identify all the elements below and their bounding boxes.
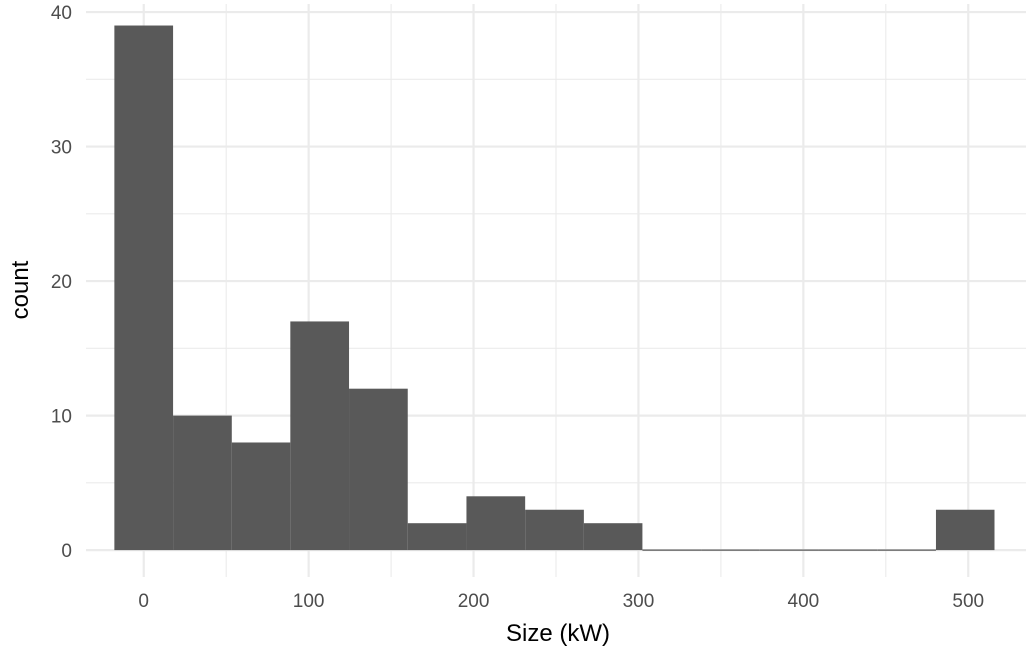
y-tick-label: 20 [51, 272, 72, 293]
x-tick-label: 500 [952, 591, 984, 612]
histogram-bar [349, 388, 408, 551]
histogram-bar [407, 523, 467, 551]
y-tick-label: 0 [61, 541, 72, 562]
histogram-bar [231, 442, 291, 551]
histogram-bar [173, 415, 232, 551]
histogram-bar [466, 496, 526, 551]
histogram-bar [583, 523, 643, 551]
histogram-bar [525, 509, 584, 551]
major-gridlines [86, 4, 1026, 577]
y-axis-tick-labels: 0 10 20 30 40 [51, 3, 72, 562]
y-axis-title: count [7, 260, 34, 319]
histogram-bars [114, 25, 995, 551]
y-tick-label: 30 [51, 138, 72, 159]
histogram-bar [935, 509, 995, 551]
x-tick-label: 100 [293, 591, 325, 612]
histogram-bar [114, 25, 174, 551]
x-axis-tick-labels: 0 100 200 300 400 500 [138, 591, 984, 612]
y-tick-label: 10 [51, 407, 72, 428]
histogram-bar [290, 321, 350, 551]
x-tick-label: 300 [623, 591, 655, 612]
x-tick-label: 200 [458, 591, 490, 612]
x-axis-title: Size (kW) [506, 620, 610, 647]
y-tick-label: 40 [51, 3, 72, 24]
x-tick-label: 0 [138, 591, 149, 612]
x-tick-label: 400 [788, 591, 820, 612]
